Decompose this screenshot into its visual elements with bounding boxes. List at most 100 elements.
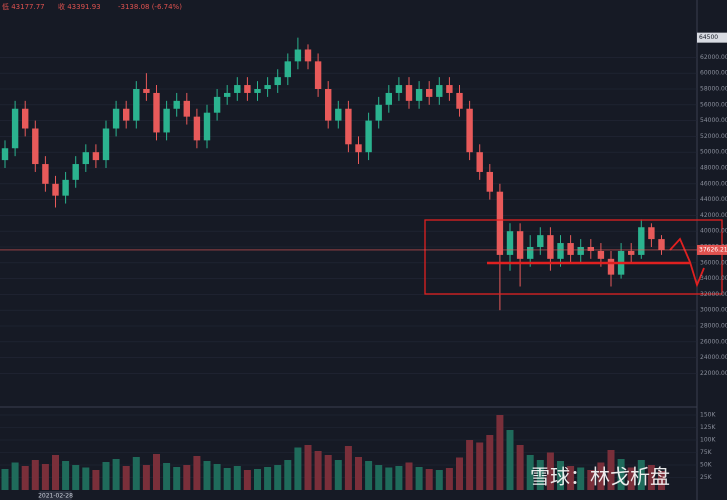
candle-body <box>42 164 49 184</box>
candle-body <box>638 227 645 255</box>
volume-bar <box>435 470 443 490</box>
volume-bar <box>11 462 19 490</box>
volume-panel <box>1 415 665 490</box>
y2-tick-label: 75K <box>700 449 713 456</box>
volume-bar <box>546 452 554 490</box>
price-panel <box>1 37 665 311</box>
candle-body <box>163 108 170 133</box>
candle-body <box>52 183 59 196</box>
candle-body <box>325 89 332 121</box>
volume-bar <box>456 457 463 490</box>
volume-bar <box>173 467 181 490</box>
volume-bar <box>213 464 221 490</box>
candle-body <box>32 128 39 165</box>
candle-body <box>62 179 69 196</box>
volume-bar <box>627 467 635 490</box>
high-price-box <box>697 32 727 43</box>
volume-bar <box>142 465 150 490</box>
y-tick-label: 48000.00 <box>700 165 727 172</box>
y-tick-label: 50000.00 <box>700 149 727 156</box>
volume-bar <box>445 468 453 490</box>
candle-body <box>264 85 271 89</box>
volume-bar <box>112 459 120 490</box>
candle-body <box>506 231 514 255</box>
y-tick-label: 52000.00 <box>700 133 727 140</box>
volume-bar <box>466 440 474 490</box>
candle-body <box>597 250 605 259</box>
candle-body <box>314 61 322 89</box>
candle-body <box>274 77 281 86</box>
volume-bar <box>385 467 393 490</box>
volume-bar <box>425 469 433 490</box>
volume-bar <box>153 454 160 490</box>
candle-body <box>547 235 554 259</box>
candle-body <box>415 89 423 101</box>
volume-bar <box>476 442 484 490</box>
y-tick-label: 24000.00 <box>700 354 727 361</box>
current-price-label: 37626.21 <box>699 246 727 253</box>
y-tick-label: 46000.00 <box>700 180 727 187</box>
candle-body <box>1 148 9 161</box>
candle-body <box>628 250 635 255</box>
candle-body <box>567 243 574 255</box>
candle-body <box>365 120 372 153</box>
volume-bar <box>193 456 201 490</box>
volume-bar <box>132 457 140 490</box>
y-tick-label: 40000.00 <box>700 228 727 235</box>
candle-body <box>395 85 403 93</box>
candle-body <box>385 92 392 105</box>
candle-body <box>224 92 231 97</box>
volume-bar <box>72 465 80 490</box>
volume-bar <box>324 455 332 490</box>
volume-bar <box>415 467 423 490</box>
y-tick-label: 22000.00 <box>700 370 727 377</box>
candle-body <box>516 231 524 259</box>
candle-body <box>456 92 463 109</box>
volume-bar <box>92 470 100 490</box>
volume-bar <box>163 463 171 490</box>
y2-tick-label: 25K <box>700 474 713 481</box>
volume-bar <box>1 469 9 490</box>
candle-body <box>587 247 594 251</box>
volume-bar <box>637 460 645 490</box>
candle-body <box>446 85 453 93</box>
volume-bar <box>41 464 49 490</box>
info-change: -3138.08 (-6.74%) <box>118 3 182 11</box>
volume-bar <box>506 430 514 490</box>
candle-body <box>294 49 302 62</box>
candle-body <box>577 247 584 255</box>
candle-body <box>557 243 564 259</box>
volume-bar <box>486 435 494 490</box>
candle-body <box>213 96 221 113</box>
candle-body <box>375 104 382 121</box>
y-tick-label: 26000.00 <box>700 338 727 345</box>
candle-body <box>486 171 493 192</box>
x-tick-highlight <box>39 491 72 500</box>
candle-body <box>72 164 79 180</box>
candle-body <box>153 92 160 133</box>
volume-bar <box>294 447 302 490</box>
current-price-box <box>697 244 727 255</box>
candle-body <box>82 152 89 165</box>
volume-bar <box>516 445 524 490</box>
volume-bar <box>557 461 564 490</box>
candle-body <box>426 89 433 97</box>
y-tick-label: 30000.00 <box>700 307 727 314</box>
range-box <box>424 219 723 295</box>
candle-body <box>11 108 19 149</box>
volume-bar <box>395 466 403 490</box>
candle-body <box>527 247 534 259</box>
candle-body <box>476 152 483 172</box>
candle-body <box>244 85 251 93</box>
volume-bar <box>264 467 272 490</box>
candle-body <box>466 108 473 153</box>
candle-body <box>92 152 100 161</box>
volume-bar <box>243 470 251 490</box>
candle-body <box>537 235 544 247</box>
volume-bar <box>122 466 130 490</box>
y-tick-label: 62000.00 <box>700 54 727 61</box>
volume-bar <box>496 415 504 490</box>
volume-bar <box>254 469 261 490</box>
volume-bar <box>21 466 29 490</box>
candle-body <box>496 191 504 255</box>
